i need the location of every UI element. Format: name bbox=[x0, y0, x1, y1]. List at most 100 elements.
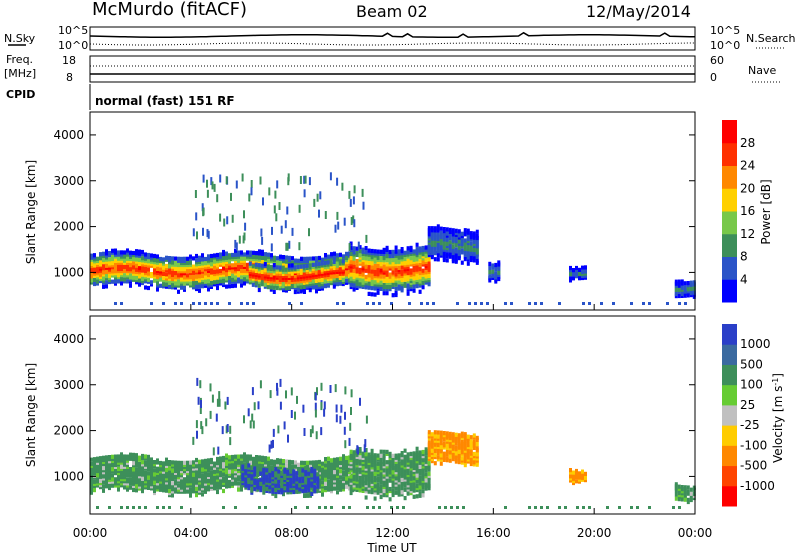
data-cell bbox=[138, 467, 141, 473]
data-cell bbox=[289, 481, 293, 486]
data-cell bbox=[344, 386, 347, 395]
data-cell bbox=[439, 461, 443, 466]
data-cell bbox=[584, 265, 587, 270]
data-cell bbox=[618, 506, 621, 509]
data-cell bbox=[211, 394, 214, 403]
data-cell bbox=[385, 262, 389, 267]
data-cell bbox=[390, 506, 393, 509]
data-cell bbox=[275, 213, 278, 222]
data-cell bbox=[283, 467, 287, 472]
data-cell bbox=[348, 506, 351, 509]
data-cell bbox=[198, 255, 201, 260]
data-cell bbox=[192, 436, 195, 445]
data-cell bbox=[388, 249, 392, 255]
data-cell bbox=[260, 282, 264, 287]
data-cell bbox=[138, 461, 141, 466]
data-cell bbox=[201, 473, 204, 478]
data-cell bbox=[376, 476, 380, 481]
data-cell bbox=[427, 242, 431, 247]
data-cell bbox=[388, 486, 392, 492]
data-cell bbox=[424, 247, 428, 252]
colorbar-tick-label: 16 bbox=[740, 204, 755, 218]
data-cell bbox=[120, 302, 123, 305]
data-cell bbox=[293, 289, 297, 295]
data-cell bbox=[348, 437, 351, 446]
data-cell bbox=[475, 238, 479, 243]
data-cell bbox=[303, 289, 306, 294]
data-cell bbox=[257, 263, 261, 268]
data-cell bbox=[201, 273, 204, 278]
data-cell bbox=[315, 256, 318, 261]
data-cell bbox=[241, 173, 244, 182]
data-cell bbox=[379, 249, 383, 254]
colorbar-tick-label: 1000 bbox=[740, 337, 771, 351]
data-cell bbox=[460, 431, 464, 436]
data-cell bbox=[129, 273, 132, 278]
data-cell bbox=[472, 250, 476, 255]
data-cell bbox=[406, 452, 410, 457]
data-cell bbox=[388, 451, 392, 456]
data-cell bbox=[120, 506, 123, 509]
cpid-label: CPID bbox=[6, 88, 35, 101]
data-cell bbox=[272, 275, 276, 280]
data-cell bbox=[403, 487, 407, 492]
data-cell bbox=[105, 284, 108, 289]
data-cell bbox=[397, 284, 401, 289]
data-cell bbox=[421, 489, 425, 494]
data-cell bbox=[168, 256, 171, 261]
data-cell bbox=[120, 475, 123, 480]
data-cell bbox=[260, 263, 264, 268]
data-cell bbox=[132, 250, 135, 256]
data-cell bbox=[364, 448, 368, 453]
data-cell bbox=[686, 281, 690, 286]
data-cell bbox=[228, 469, 231, 474]
data-cell bbox=[454, 239, 458, 244]
data-cell bbox=[159, 267, 162, 272]
data-cell bbox=[692, 280, 696, 285]
data-cell bbox=[295, 471, 299, 476]
data-cell bbox=[174, 489, 177, 494]
freq-panel: Freq. [MHz] 18 8 60 0 Nave bbox=[4, 53, 780, 84]
data-cell bbox=[192, 256, 195, 261]
data-cell bbox=[192, 302, 195, 305]
data-cell bbox=[427, 240, 431, 245]
data-cell bbox=[231, 283, 234, 289]
data-cell bbox=[277, 425, 280, 434]
data-cell bbox=[379, 453, 383, 458]
data-cell bbox=[397, 280, 401, 285]
data-cell bbox=[147, 277, 150, 282]
data-cell bbox=[141, 252, 144, 257]
data-cell bbox=[102, 251, 105, 256]
data-cell bbox=[174, 460, 177, 465]
data-cell bbox=[150, 253, 153, 258]
data-cell bbox=[264, 252, 267, 257]
data-cell bbox=[123, 254, 126, 259]
data-cell bbox=[448, 240, 452, 245]
data-cell bbox=[282, 465, 285, 470]
data-cell bbox=[466, 434, 470, 439]
data-cell bbox=[237, 487, 240, 492]
data-cell bbox=[259, 176, 262, 185]
data-cell bbox=[421, 245, 425, 251]
data-cell bbox=[272, 428, 275, 437]
data-cell bbox=[284, 267, 288, 272]
data-cell bbox=[225, 453, 228, 458]
data-cell bbox=[138, 278, 141, 283]
data-cell bbox=[424, 270, 428, 275]
data-cell bbox=[418, 262, 422, 268]
data-cell bbox=[216, 489, 219, 495]
data-cell bbox=[344, 411, 346, 420]
data-cell bbox=[323, 408, 326, 417]
data-cell bbox=[271, 473, 275, 478]
data-cell bbox=[276, 458, 279, 463]
data-cell bbox=[342, 302, 345, 305]
data-cell bbox=[230, 192, 232, 201]
data-cell bbox=[406, 258, 410, 263]
y-tick-label: 4000 bbox=[53, 332, 84, 346]
data-cell bbox=[253, 402, 256, 411]
data-cell bbox=[674, 492, 678, 497]
data-cell bbox=[102, 455, 105, 460]
velocity-colorbar-label: Velocity [m s-1] bbox=[771, 373, 785, 463]
